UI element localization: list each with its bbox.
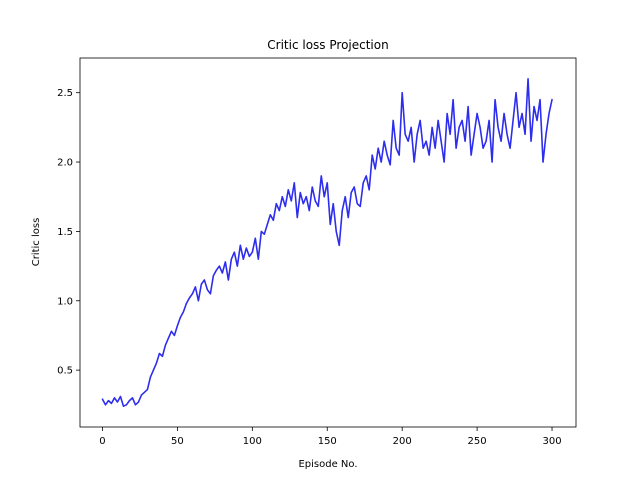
y-tick-label: 2.5: [57, 88, 73, 99]
series-line-0: [101, 78, 553, 407]
x-axis: 0 50 100 150 200 250 300: [99, 427, 562, 447]
y-tick-label: 1.0: [57, 296, 73, 307]
y-tick-label: 0.5: [57, 366, 73, 377]
x-tick-label: 200: [393, 436, 412, 447]
axes-frame: [79, 57, 577, 428]
x-tick-label: 0: [99, 436, 105, 447]
chart-title: Critic loss Projection: [267, 38, 388, 52]
plot-area: [80, 58, 576, 427]
y-tick-label: 1.5: [57, 227, 73, 238]
x-tick-label: 150: [318, 436, 337, 447]
plot-content: [101, 78, 553, 407]
y-axis-title: Critic loss: [31, 218, 42, 267]
y-axis: 0.5 1.0 1.5 2.0 2.5: [57, 88, 80, 377]
x-tick-label: 50: [171, 436, 184, 447]
y-tick-label: 2.0: [57, 158, 73, 169]
x-axis-title: Episode No.: [298, 459, 357, 470]
x-tick-label: 100: [243, 436, 262, 447]
x-tick-label: 250: [468, 436, 487, 447]
x-tick-label: 300: [542, 436, 561, 447]
